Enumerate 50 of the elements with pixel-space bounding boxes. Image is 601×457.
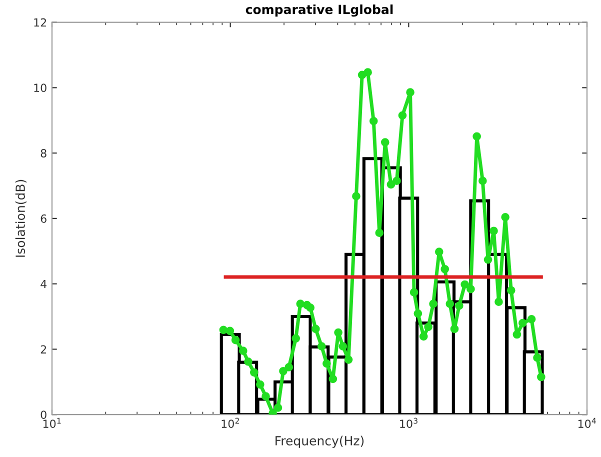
- point: [344, 356, 353, 364]
- point: [446, 300, 454, 308]
- point: [250, 368, 258, 377]
- point: [429, 300, 438, 308]
- point: [494, 298, 503, 306]
- point: [317, 342, 326, 350]
- x-tick-label: 10$^{3}$: [400, 418, 418, 428]
- point: [424, 322, 432, 332]
- point: [352, 192, 360, 200]
- x-tick-label: 10$^{2}$: [222, 418, 239, 428]
- x-axis-title: Frequency(Hz): [276, 436, 364, 448]
- point: [238, 346, 248, 356]
- point: [334, 328, 342, 337]
- point: [501, 212, 510, 222]
- point: [460, 280, 470, 289]
- y-tick-label: 2: [40, 345, 46, 354]
- point: [518, 318, 527, 328]
- point: [478, 176, 487, 186]
- y-tick-label: 0: [40, 410, 46, 419]
- point: [472, 132, 481, 141]
- y-tick-label: 8: [40, 149, 46, 158]
- x-tick-label: 10$^{4}$: [578, 418, 596, 428]
- y-tick-label: 4: [40, 280, 47, 288]
- point: [244, 357, 252, 366]
- point: [328, 374, 338, 384]
- point: [450, 324, 459, 334]
- point: [274, 404, 282, 412]
- point: [279, 366, 288, 376]
- x-tick-label: 10$^{1}$: [43, 418, 61, 428]
- point: [506, 286, 516, 295]
- point: [490, 226, 498, 236]
- point: [284, 363, 294, 372]
- y-axis-title: Isolation(dB): [15, 180, 26, 257]
- point: [306, 304, 315, 312]
- point: [338, 342, 348, 350]
- point: [434, 248, 444, 256]
- y-tick-label: 6: [40, 214, 46, 223]
- point: [268, 409, 277, 415]
- chart-title: comparative ILglobal: [246, 4, 393, 17]
- point: [256, 380, 264, 389]
- y-tick-label: 12: [34, 18, 46, 27]
- point: [512, 330, 522, 339]
- point: [322, 359, 331, 368]
- point: [262, 392, 270, 400]
- point: [440, 264, 450, 274]
- y-tick-label: 10: [34, 84, 46, 92]
- point: [296, 300, 305, 308]
- point: [312, 324, 320, 334]
- point: [466, 284, 475, 294]
- point: [484, 255, 492, 264]
